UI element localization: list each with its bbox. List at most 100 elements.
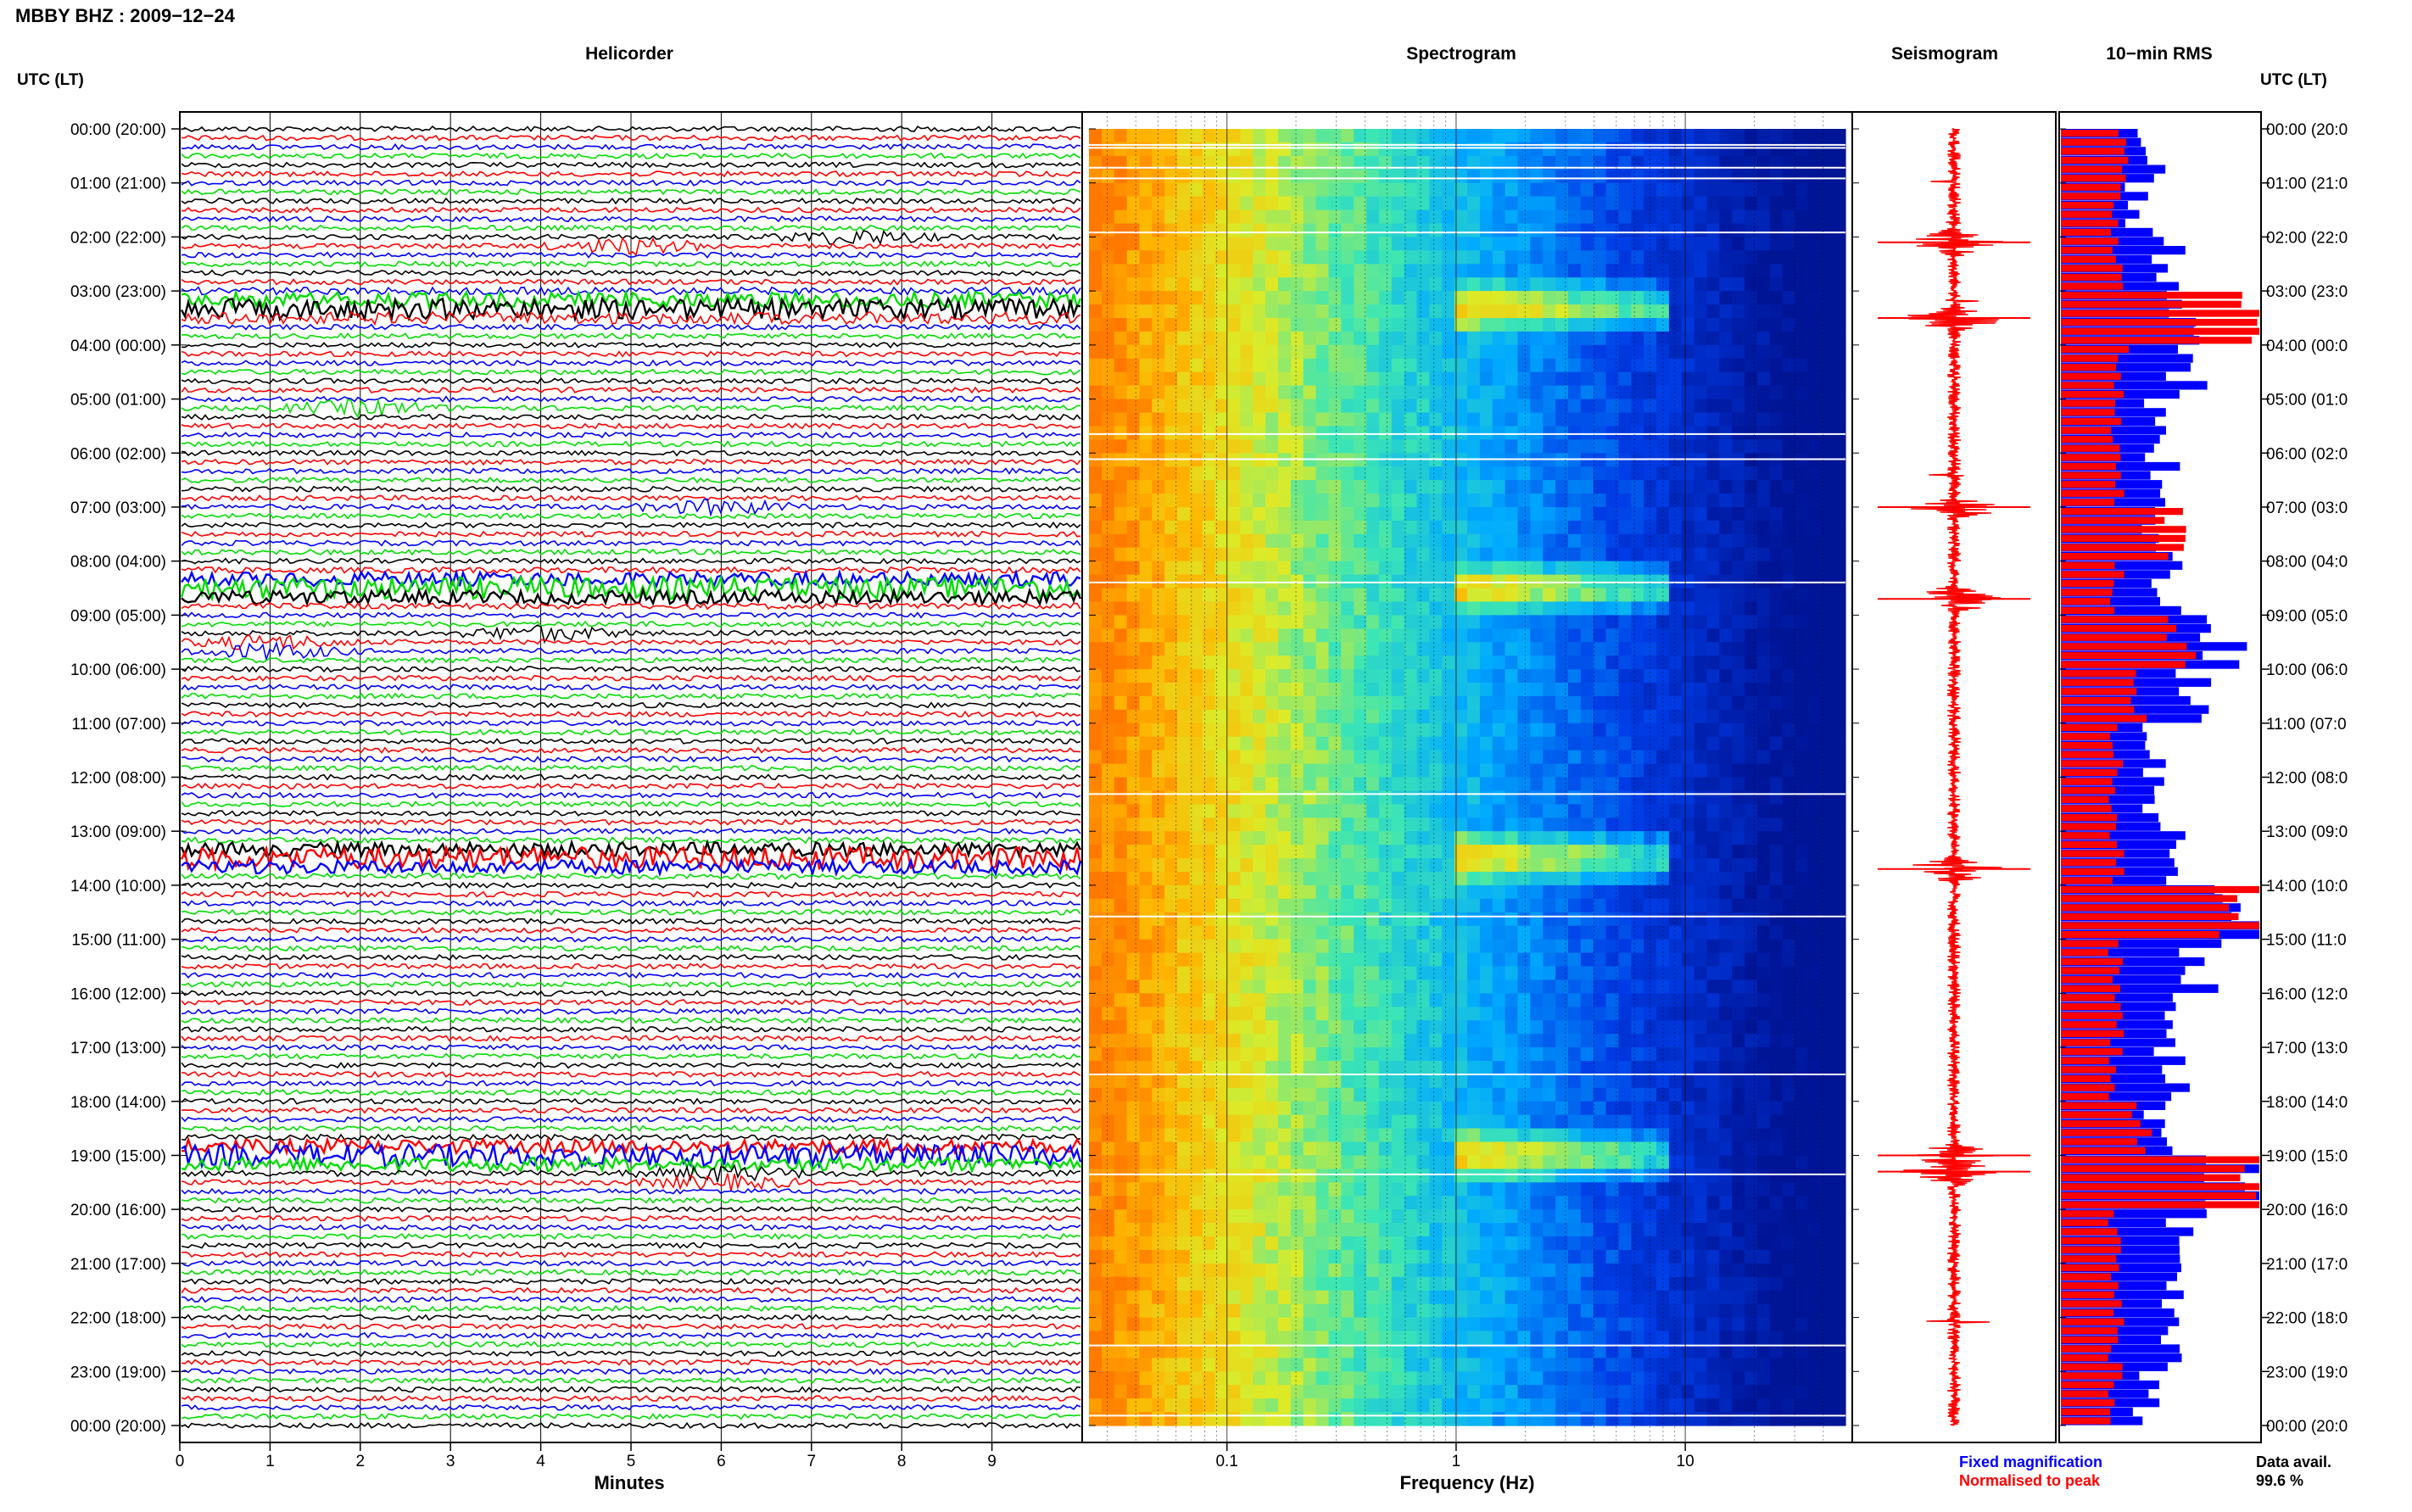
spectrogram-cell bbox=[1089, 372, 1103, 387]
spectrogram-cell bbox=[1215, 710, 1229, 724]
spectrogram-cell bbox=[1568, 170, 1582, 184]
spectrogram-cell bbox=[1644, 912, 1657, 927]
spectrogram-cell bbox=[1732, 804, 1745, 818]
spectrogram-cell bbox=[1631, 1074, 1644, 1089]
spectrogram-cell bbox=[1240, 413, 1253, 427]
spectrogram-cell bbox=[1594, 439, 1607, 454]
spectrogram-cell bbox=[1745, 953, 1758, 968]
spectrogram-cell bbox=[1265, 575, 1279, 589]
spectrogram-cell bbox=[1304, 318, 1317, 332]
spectrogram-cell bbox=[1530, 237, 1544, 251]
spectrogram-cell bbox=[1366, 1047, 1380, 1062]
spectrogram-cell bbox=[1366, 304, 1380, 319]
spectrogram-cell bbox=[1265, 250, 1279, 265]
spectrogram-cell bbox=[1190, 318, 1203, 332]
spectrogram-cell bbox=[1631, 386, 1644, 400]
spectrogram-cell bbox=[1581, 210, 1594, 225]
spectrogram-cell bbox=[1404, 656, 1418, 670]
spectrogram-cell bbox=[1505, 277, 1519, 292]
spectrogram-cell bbox=[1429, 696, 1443, 711]
spectrogram-cell bbox=[1228, 1074, 1242, 1089]
spectrogram-cell bbox=[1555, 466, 1569, 481]
spectrogram-cell bbox=[1316, 778, 1330, 792]
spectrogram-cell bbox=[1203, 899, 1216, 913]
spectrogram-cell bbox=[1631, 1182, 1644, 1197]
spectrogram-cell bbox=[1644, 615, 1657, 629]
spectrogram-cell bbox=[1807, 507, 1821, 522]
spectrogram-cell bbox=[1783, 237, 1796, 251]
spectrogram-cell bbox=[1429, 332, 1443, 346]
spectrogram-cell bbox=[1467, 750, 1481, 765]
spectrogram-cell bbox=[1631, 858, 1644, 873]
spectrogram-cell bbox=[1379, 993, 1393, 1007]
spectrogram-cell bbox=[1568, 183, 1582, 198]
spectrogram-cell bbox=[1278, 345, 1292, 360]
spectrogram-cell bbox=[1480, 1020, 1494, 1035]
spectrogram-cell bbox=[1203, 521, 1216, 535]
spectrogram-cell bbox=[1278, 1047, 1292, 1062]
spectrogram-cell bbox=[1329, 1034, 1343, 1048]
spectrogram-cell bbox=[1518, 1115, 1532, 1130]
spectrogram-cell bbox=[1253, 480, 1266, 494]
spectrogram-cell bbox=[1203, 1061, 1216, 1075]
spectrogram-cell bbox=[1164, 953, 1178, 968]
spectrogram-cell bbox=[1417, 1074, 1431, 1089]
spectrogram-cell bbox=[1581, 804, 1594, 818]
spectrogram-cell bbox=[1152, 953, 1165, 968]
spectrogram-cell bbox=[1757, 642, 1771, 656]
spectrogram-cell bbox=[1316, 534, 1330, 549]
spectrogram-cell bbox=[1114, 858, 1128, 873]
spectrogram-cell bbox=[1555, 277, 1569, 292]
spectrogram-cell bbox=[1304, 764, 1317, 778]
spectrogram-cell bbox=[1404, 1047, 1418, 1062]
spectrogram-cell bbox=[1278, 710, 1292, 724]
spectrogram-cell bbox=[1265, 359, 1279, 373]
spectrogram-cell bbox=[1341, 480, 1354, 494]
spectrogram-cell bbox=[1190, 291, 1203, 305]
spectrogram-cell bbox=[1820, 170, 1834, 184]
spectrogram-cell bbox=[1304, 967, 1317, 981]
spectrogram-cell bbox=[1316, 790, 1330, 805]
spectrogram-cell bbox=[1682, 129, 1695, 143]
spectrogram-cell bbox=[1316, 696, 1330, 711]
spectrogram-cell bbox=[1820, 372, 1834, 387]
spectrogram-cell bbox=[1253, 399, 1266, 414]
spectrogram-cell bbox=[1707, 426, 1721, 440]
spectrogram-cell bbox=[1203, 912, 1216, 927]
spectrogram-cell bbox=[1757, 669, 1771, 683]
spectrogram-cell bbox=[1341, 790, 1354, 805]
spectrogram-cell bbox=[1392, 575, 1405, 589]
spectrogram-cell bbox=[1177, 548, 1191, 562]
spectrogram-cell bbox=[1404, 778, 1418, 792]
spectrogram-cell bbox=[1316, 912, 1330, 927]
spectrogram-cell bbox=[1140, 561, 1153, 576]
spectrogram-cell bbox=[1404, 372, 1418, 387]
spectrogram-cell bbox=[1240, 521, 1253, 535]
spectrogram-cell bbox=[1203, 696, 1216, 711]
spectrogram-cell bbox=[1631, 1061, 1644, 1075]
spectrogram-cell bbox=[1820, 601, 1834, 616]
spectrogram-cell bbox=[1568, 359, 1582, 373]
spectrogram-cell bbox=[1568, 885, 1582, 900]
spectrogram-cell bbox=[1807, 993, 1821, 1007]
spectrogram-cell bbox=[1530, 1007, 1544, 1021]
spectrogram-cell bbox=[1795, 845, 1809, 859]
spectrogram-cell bbox=[1618, 858, 1632, 873]
spectrogram-cell bbox=[1631, 197, 1644, 211]
spectrogram-cell bbox=[1719, 1102, 1733, 1116]
spectrogram-cell bbox=[1543, 359, 1556, 373]
spectrogram-cell bbox=[1329, 170, 1343, 184]
spectrogram-cell bbox=[1228, 1115, 1242, 1130]
spectrogram-cell bbox=[1392, 845, 1405, 859]
spectrogram-cell bbox=[1594, 778, 1607, 792]
spectrogram-cell bbox=[1644, 750, 1657, 765]
spectrogram-cell bbox=[1127, 1034, 1141, 1048]
spectrogram-cell bbox=[1164, 1102, 1178, 1116]
spectrogram-cell bbox=[1518, 466, 1532, 481]
spectrogram-cell bbox=[1089, 345, 1103, 360]
spectrogram-cell bbox=[1140, 197, 1153, 211]
spectrogram-cell bbox=[1240, 304, 1253, 319]
spectrogram-cell bbox=[1505, 601, 1519, 616]
spectrogram-cell bbox=[1291, 1088, 1304, 1102]
spectrogram-cell bbox=[1719, 534, 1733, 549]
